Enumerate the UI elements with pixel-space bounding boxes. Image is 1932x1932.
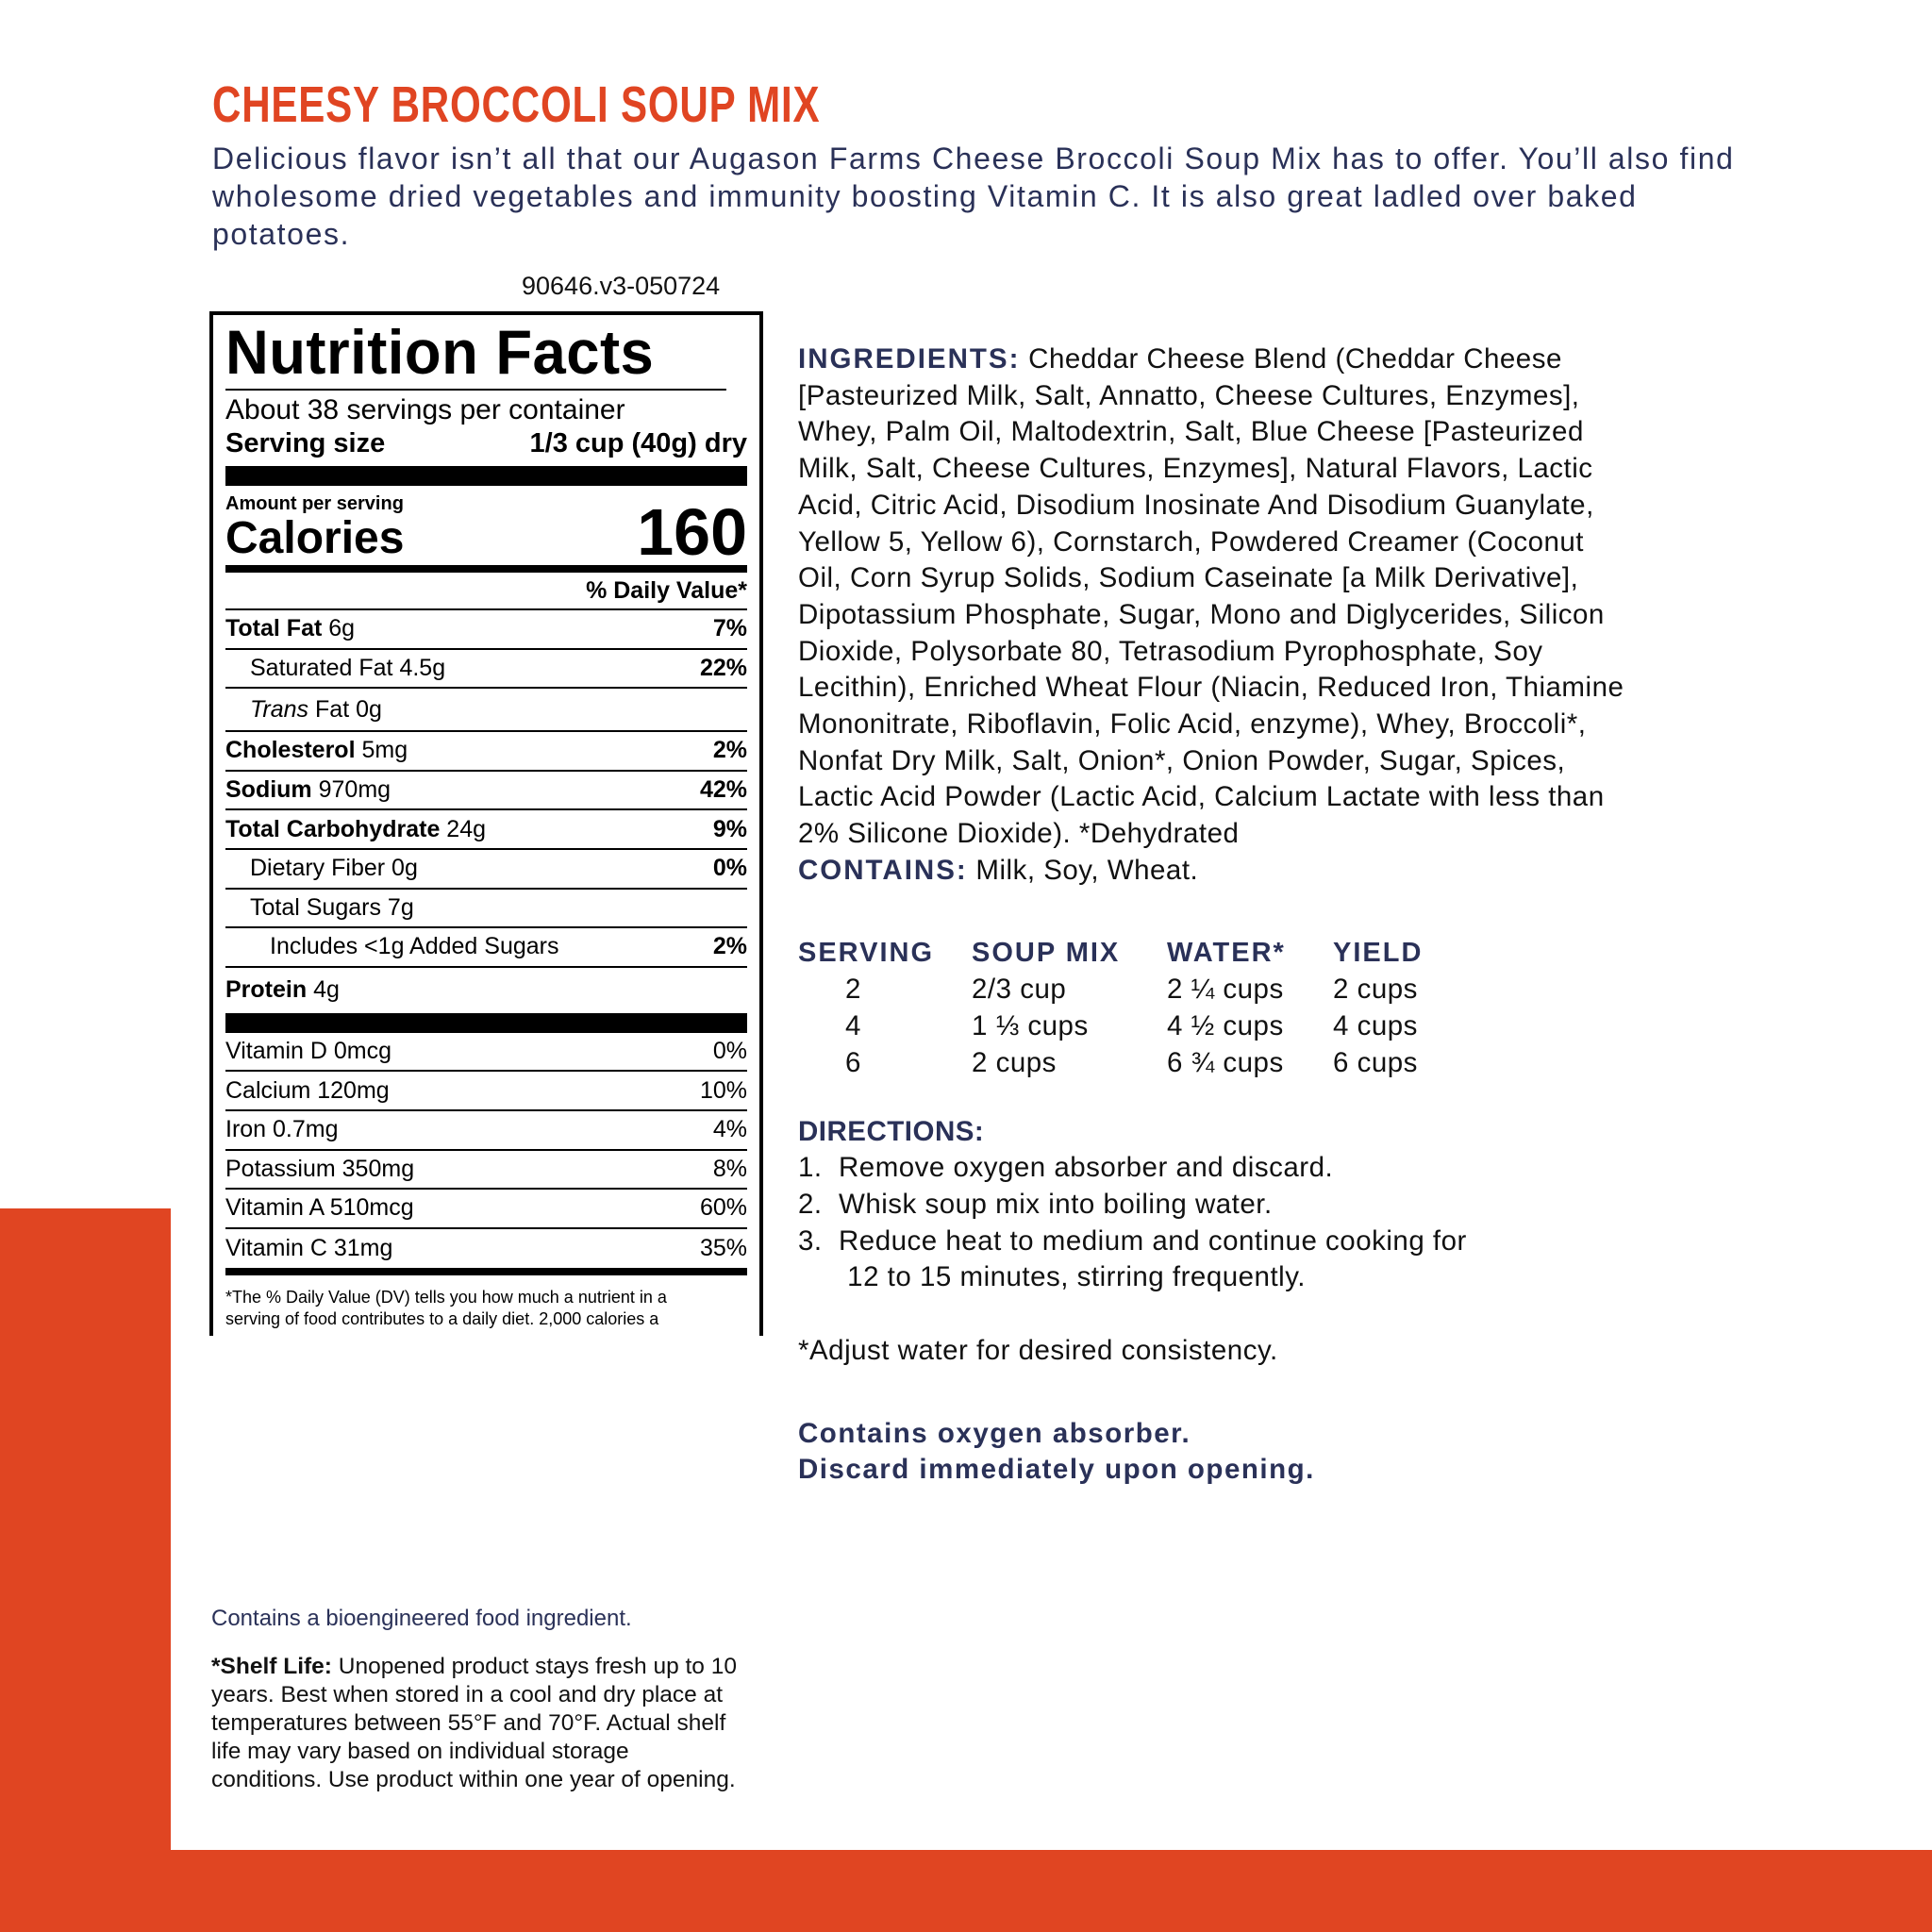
daily-value-footnote: *The % Daily Value (DV) tells you how mu…	[225, 1288, 667, 1329]
directions-label: DIRECTIONS:	[798, 1115, 985, 1147]
ingredients-line: Milk, Salt, Cheese Cultures, Enzymes], N…	[798, 453, 1593, 485]
thick-divider	[225, 466, 747, 486]
serving-size-value: 1/3 cup (40g) dry	[529, 428, 747, 458]
table-row: 4 1 ⅓ cups 4 ½ cups 4 cups	[798, 1008, 1423, 1045]
column-header: SOUP MIX	[972, 937, 1121, 968]
amount-per-serving: Amount per serving	[225, 493, 404, 514]
serving-size-row: Serving size 1/3 cup (40g) dry	[225, 426, 747, 460]
ingredients-line: Whey, Palm Oil, Maltodextrin, Salt, Blue…	[798, 416, 1584, 448]
nutrition-heading: Nutrition Facts	[225, 315, 726, 391]
table-cell: 2/3 cup	[972, 974, 1067, 1006]
vitamin-row: Vitamin D 0mcg 0%	[225, 1033, 747, 1073]
table-cell: 2 cups	[1333, 974, 1418, 1006]
ingredients-line: Dipotassium Phosphate, Sugar, Mono and D…	[798, 598, 1605, 630]
table-cell: 4	[845, 1010, 861, 1042]
product-description: Delicious flavor isn’t all that our Auga…	[212, 142, 1735, 251]
nutrient-row-cholesterol: Cholesterol 5mg 2%	[225, 732, 747, 772]
daily-value-header: % Daily Value*	[225, 573, 747, 610]
serving-size-label: Serving size	[225, 428, 386, 458]
ingredients-line: INGREDIENTS: Cheddar Cheese Blend (Chedd…	[798, 343, 1562, 375]
bioengineered-notice: Contains a bioengineered food ingredient…	[211, 1606, 632, 1631]
column-header: YIELD	[1333, 937, 1424, 968]
nutrient-row-total-carbohydrate: Total Carbohydrate 24g 9%	[225, 810, 747, 850]
vitamin-row: Calcium 120mg 10%	[225, 1072, 747, 1111]
vitamin-row: Vitamin A 510mcg 60%	[225, 1190, 747, 1229]
table-cell: 4 ½ cups	[1167, 1010, 1284, 1042]
calories-value: 160	[637, 495, 747, 569]
vitamin-row: Iron 0.7mg 4%	[225, 1111, 747, 1151]
product-details: INGREDIENTS: Cheddar Cheese Blend (Chedd…	[798, 341, 1883, 1486]
oxygen-absorber-notice: Contains oxygen absorber. Discard immedia…	[798, 1417, 1315, 1486]
table-row: 2 2/3 cup 2 ¼ cups 2 cups	[798, 972, 1423, 1008]
table-row: 6 2 cups 6 ¾ cups 6 cups	[798, 1045, 1423, 1082]
table-cell: 2	[845, 974, 861, 1006]
servings-per-container: About 38 servings per container	[225, 394, 625, 425]
table-cell: 6 cups	[1333, 1047, 1418, 1079]
direction-step: 12 to 15 minutes, stirring frequently.	[798, 1261, 1306, 1293]
ingredients-line: Dioxide, Polysorbate 80, Tetrasodium Pyr…	[798, 635, 1543, 667]
vitamin-row: Vitamin C 31mg 35%	[225, 1235, 747, 1262]
ingredients-line: Acid, Citric Acid, Disodium Inosinate An…	[798, 489, 1594, 521]
table-cell: 4 cups	[1333, 1010, 1418, 1042]
ingredients-block: INGREDIENTS: Cheddar Cheese Blend (Chedd…	[798, 341, 1883, 853]
medium-divider	[225, 1268, 747, 1276]
direction-step: 3. Reduce heat to medium and continue co…	[798, 1224, 1467, 1257]
product-title: CHEESY BROCCOLI SOUP MIX	[212, 76, 821, 133]
nutrient-row-trans-fat: Trans Fat 0g	[225, 689, 747, 733]
direction-step: 2. Whisk soup mix into boiling water.	[798, 1188, 1273, 1220]
contains-allergens: CONTAINS: Milk, Soy, Wheat.	[798, 854, 1199, 886]
nutrient-row-added-sugars: Includes <1g Added Sugars 2%	[225, 928, 747, 968]
orange-bottom-bar	[0, 1850, 1932, 1932]
nutrient-row-sodium: Sodium 970mg 42%	[225, 772, 747, 811]
nutrient-row-total-fat: Total Fat 6g 7%	[225, 610, 747, 650]
column-header: WATER*	[1167, 937, 1286, 968]
shelf-life-notice: *Shelf Life: Unopened product stays fres…	[211, 1654, 737, 1792]
orange-side-block	[0, 1208, 171, 1932]
thick-divider	[225, 1012, 747, 1033]
water-note: *Adjust water for desired consistency.	[798, 1335, 1278, 1367]
table-cell: 2 cups	[972, 1047, 1057, 1079]
calories-label: Calories	[225, 513, 405, 563]
nutrient-row-dietary-fiber: Dietary Fiber 0g 0%	[225, 850, 747, 890]
table-cell: 6 ¾ cups	[1167, 1047, 1284, 1079]
nutrient-row-total-sugars: Total Sugars 7g	[225, 890, 747, 929]
label-version-code: 90646.v3-050724	[522, 272, 721, 300]
directions-block: DIRECTIONS: 1. Remove oxygen absorber an…	[798, 1114, 1883, 1370]
table-cell: 2 ¼ cups	[1167, 974, 1284, 1006]
ingredients-line: Mononitrate, Riboflavin, Folic Acid, enz…	[798, 708, 1587, 741]
nutrition-facts-panel: Nutrition Facts About 38 servings per co…	[209, 311, 763, 1336]
nutrient-row-saturated-fat: Saturated Fat 4.5g 22%	[225, 650, 747, 690]
table-cell: 1 ⅓ cups	[972, 1010, 1089, 1042]
ingredients-line: 2% Silicone Dioxide). *Dehydrated	[798, 818, 1240, 850]
medium-divider	[225, 565, 747, 573]
ingredients-line: Yellow 5, Yellow 6), Cornstarch, Powdere…	[798, 525, 1585, 558]
table-cell: 6	[845, 1047, 861, 1079]
direction-step: 1. Remove oxygen absorber and discard.	[798, 1152, 1334, 1184]
ingredients-line: Oil, Corn Syrup Solids, Sodium Caseinate…	[798, 562, 1579, 594]
preparation-table: SERVING SOUP MIX WATER* YIELD 2 2/3 cup 2 …	[798, 935, 1423, 1082]
column-header: SERVING	[798, 937, 935, 968]
ingredients-line: [Pasteurized Milk, Salt, Annatto, Cheese…	[798, 379, 1580, 411]
ingredients-line: Lecithin), Enriched Wheat Flour (Niacin,…	[798, 672, 1624, 704]
ingredients-line: Nonfat Dry Milk, Salt, Onion*, Onion Pow…	[798, 744, 1566, 776]
nutrient-row-protein: Protein 4g	[225, 976, 340, 1004]
ingredients-line: Lactic Acid Powder (Lactic Acid, Calcium…	[798, 781, 1605, 813]
calories-row: Calories 160	[225, 499, 747, 565]
vitamin-row: Potassium 350mg 8%	[225, 1151, 747, 1191]
